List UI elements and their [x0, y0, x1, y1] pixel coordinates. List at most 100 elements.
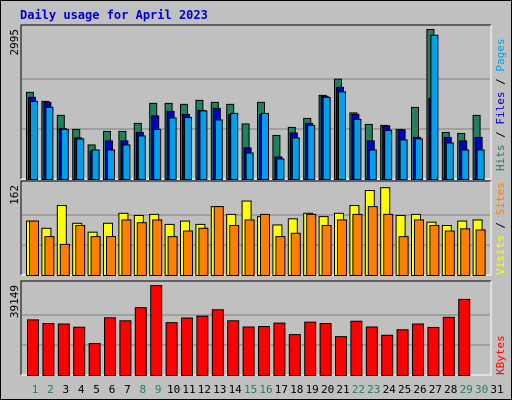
bar-pages-day-8: [137, 135, 146, 181]
bar-pages-day-21: [338, 91, 346, 180]
legend-hits: Hits: [494, 145, 507, 172]
legend-files: Files: [494, 92, 507, 125]
x-tick-label-day-16: 16: [259, 383, 272, 396]
bar-kbytes-day-22: [350, 320, 363, 376]
legend-kbytes: KBytes: [494, 335, 507, 375]
bar-kbytes-day-24: [381, 334, 394, 376]
bar-kbytes-day-12: [196, 315, 209, 376]
bar-pages-day-9: [153, 128, 162, 181]
x-tick-label-day-14: 14: [229, 383, 243, 396]
bar-sites-day-20: [321, 225, 332, 276]
legend-hits-files-pages-separator: /: [494, 72, 507, 92]
bar-sites-day-18: [290, 232, 301, 276]
bar-kbytes-day-18: [288, 334, 301, 376]
x-tick-label-day-26: 26: [413, 383, 426, 396]
bar-pages-day-7: [122, 144, 131, 180]
x-tick-label-day-2: 2: [47, 383, 54, 396]
bar-sites-day-15: [244, 219, 255, 276]
bar-sites-day-17: [275, 236, 286, 277]
bar-pages-day-4: [76, 138, 85, 180]
kbytes-ymax-label: 39149: [8, 285, 21, 318]
bar-sites-day-25: [398, 236, 409, 277]
x-tick-label-day-5: 5: [93, 383, 100, 396]
bar-sites-day-28: [444, 230, 455, 276]
legend-visits-sites: Visits / Sites: [494, 182, 507, 275]
bar-pages-day-26: [415, 138, 423, 180]
x-tick-label-day-10: 10: [167, 383, 180, 396]
bar-pages-day-2: [45, 106, 54, 180]
bar-sites-day-5: [90, 236, 101, 277]
legend-visits: Visits: [494, 235, 507, 275]
legend-visits-sites-separator: /: [494, 215, 507, 235]
visits-panel-shade-br: [21, 181, 492, 276]
x-tick-label-day-19: 19: [306, 383, 319, 396]
hits-ymax-label: 2995: [8, 29, 21, 56]
bar-pages-day-19: [307, 124, 316, 180]
bar-kbytes-day-27: [427, 326, 440, 376]
x-tick-label-day-4: 4: [78, 383, 85, 396]
bar-kbytes-day-3: [57, 323, 70, 376]
bar-pages-day-30: [476, 149, 485, 180]
bar-pages-day-25: [399, 139, 408, 180]
hits-panel-shade-br: [21, 25, 492, 180]
bar-kbytes-day-20: [319, 323, 332, 376]
bar-pages-day-24: [384, 129, 393, 180]
bar-sites-day-9: [152, 219, 163, 276]
bar-kbytes-day-2: [42, 323, 55, 376]
bar-sites-day-11: [183, 230, 193, 276]
bar-kbytes-day-29: [458, 298, 471, 376]
x-tick-label-day-28: 28: [444, 383, 457, 396]
bar-pages-day-29: [461, 149, 470, 180]
x-tick-label-day-3: 3: [62, 383, 69, 396]
x-tick-label-day-24: 24: [383, 383, 397, 396]
bar-pages-day-27: [430, 34, 439, 180]
legend-pages: Pages: [494, 39, 507, 72]
bar-sites-day-6: [106, 236, 116, 277]
bar-kbytes-day-9: [150, 285, 163, 376]
bar-sites-day-27: [429, 225, 440, 276]
bar-sites-day-22: [352, 213, 363, 276]
x-tick-label-day-20: 20: [321, 383, 334, 396]
bar-pages-day-5: [91, 149, 100, 180]
bar-kbytes-day-23: [365, 326, 378, 376]
bar-pages-day-11: [184, 116, 192, 180]
bar-kbytes-day-1: [27, 319, 39, 376]
bar-kbytes-day-25: [396, 329, 409, 377]
bar-pages-day-18: [291, 137, 300, 181]
x-tick-label-day-25: 25: [398, 383, 411, 396]
bar-sites-day-23: [367, 206, 378, 276]
kbytes-panel-shade-br: [21, 281, 492, 376]
legend-kbytes: KBytes: [494, 335, 507, 375]
bar-pages-day-14: [230, 112, 239, 180]
x-tick-label-day-31: 31: [490, 383, 503, 396]
x-tick-label-day-8: 8: [139, 383, 146, 396]
bar-kbytes-day-26: [412, 323, 424, 376]
bar-pages-day-12: [199, 110, 208, 180]
bar-kbytes-day-7: [119, 320, 132, 376]
bar-kbytes-day-5: [88, 343, 101, 377]
bar-kbytes-day-13: [211, 309, 224, 376]
x-tick-label-day-30: 30: [475, 383, 488, 396]
bar-kbytes-day-28: [442, 316, 455, 376]
bar-sites-day-29: [460, 228, 471, 276]
bar-sites-day-10: [167, 236, 178, 277]
bar-kbytes-day-4: [73, 326, 86, 376]
visits-panel-shade-tl: [20, 180, 491, 275]
x-tick-label-day-21: 21: [336, 383, 349, 396]
legend-sites: Sites: [494, 182, 507, 215]
bar-kbytes-day-6: [104, 317, 116, 376]
chart-title: Daily usage for April 2023: [20, 8, 208, 22]
bar-sites-day-16: [260, 213, 270, 276]
bar-pages-day-1: [30, 100, 38, 180]
bar-sites-day-14: [229, 225, 240, 276]
bar-kbytes-day-14: [227, 320, 240, 376]
hits-panel-shade-tl: [20, 24, 491, 179]
kbytes-panel-shade-tl: [20, 280, 491, 375]
x-tick-label-day-23: 23: [367, 383, 380, 396]
bar-pages-day-16: [261, 112, 269, 180]
bar-sites-day-19: [306, 213, 317, 276]
bar-sites-day-30: [475, 229, 486, 276]
x-tick-label-day-7: 7: [124, 383, 131, 396]
